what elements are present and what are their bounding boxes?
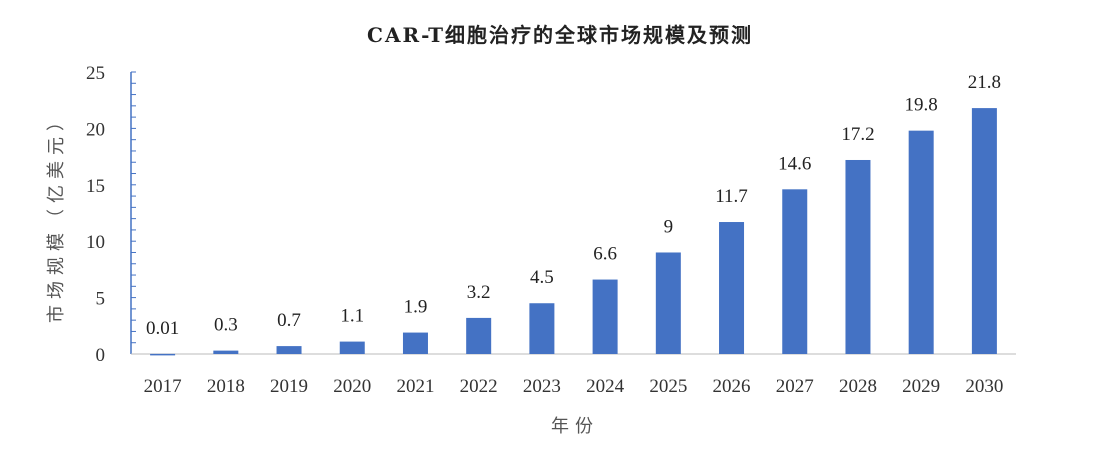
x-tick-label-2030: 2030 <box>965 376 1003 397</box>
data-label-2021: 1.9 <box>404 297 428 318</box>
x-tick-label-2017: 2017 <box>144 376 182 397</box>
x-tick-label-2026: 2026 <box>713 376 751 397</box>
data-label-2029: 19.8 <box>905 95 938 116</box>
x-tick-label-2018: 2018 <box>207 376 245 397</box>
x-tick-label-2024: 2024 <box>586 376 625 397</box>
y-axis-label: 市场规模（亿美元） <box>46 107 67 323</box>
bar-2024 <box>592 279 618 354</box>
x-tick-label-2027: 2027 <box>776 376 814 397</box>
bar-2017 <box>150 353 176 356</box>
x-tick-label-2025: 2025 <box>649 376 687 397</box>
data-label-2023: 4.5 <box>530 267 554 288</box>
data-label-2022: 3.2 <box>467 282 491 303</box>
bar-2029 <box>908 130 934 354</box>
data-label-2027: 14.6 <box>778 153 811 174</box>
bar-2026 <box>719 222 745 354</box>
x-axis-label: 年份 <box>551 416 599 437</box>
bar-2027 <box>782 189 808 354</box>
y-tick-label: 20 <box>86 119 105 140</box>
data-label-2025: 9 <box>664 216 674 237</box>
y-tick-label: 0 <box>96 345 106 366</box>
bar-2021 <box>402 332 428 354</box>
x-tick-label-2020: 2020 <box>333 376 371 397</box>
y-tick-label: 10 <box>86 232 105 253</box>
x-tick-label-2021: 2021 <box>396 376 434 397</box>
data-label-2026: 11.7 <box>715 186 748 207</box>
x-tick-label-2019: 2019 <box>270 376 308 397</box>
data-label-2030: 21.8 <box>968 72 1001 93</box>
bar-2030 <box>971 108 997 354</box>
y-tick-label: 25 <box>86 63 105 84</box>
bar-2020 <box>339 341 365 354</box>
x-tick-label-2029: 2029 <box>902 376 940 397</box>
data-label-2020: 1.1 <box>340 306 364 327</box>
bar-2025 <box>655 252 681 354</box>
x-tick-label-2022: 2022 <box>460 376 498 397</box>
data-label-2018: 0.3 <box>214 315 238 336</box>
bar-2022 <box>466 317 492 354</box>
x-tick-label-2028: 2028 <box>839 376 877 397</box>
data-label-2017: 0.01 <box>146 318 179 339</box>
y-tick-label: 5 <box>96 289 106 310</box>
data-label-2024: 6.6 <box>593 244 617 265</box>
data-label-2019: 0.7 <box>277 310 301 331</box>
bar-2028 <box>845 159 871 354</box>
y-tick-label: 15 <box>86 176 105 197</box>
data-label-2028: 17.2 <box>841 124 874 145</box>
x-tick-label-2023: 2023 <box>523 376 561 397</box>
bar-2018 <box>213 350 239 354</box>
bar-2023 <box>529 303 555 354</box>
bar-2019 <box>276 346 302 354</box>
chart-title: CAR-T细胞治疗的全球市场规模及预测 <box>367 23 753 47</box>
